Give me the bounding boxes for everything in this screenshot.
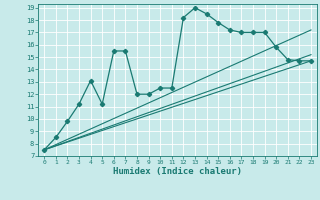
X-axis label: Humidex (Indice chaleur): Humidex (Indice chaleur) xyxy=(113,167,242,176)
